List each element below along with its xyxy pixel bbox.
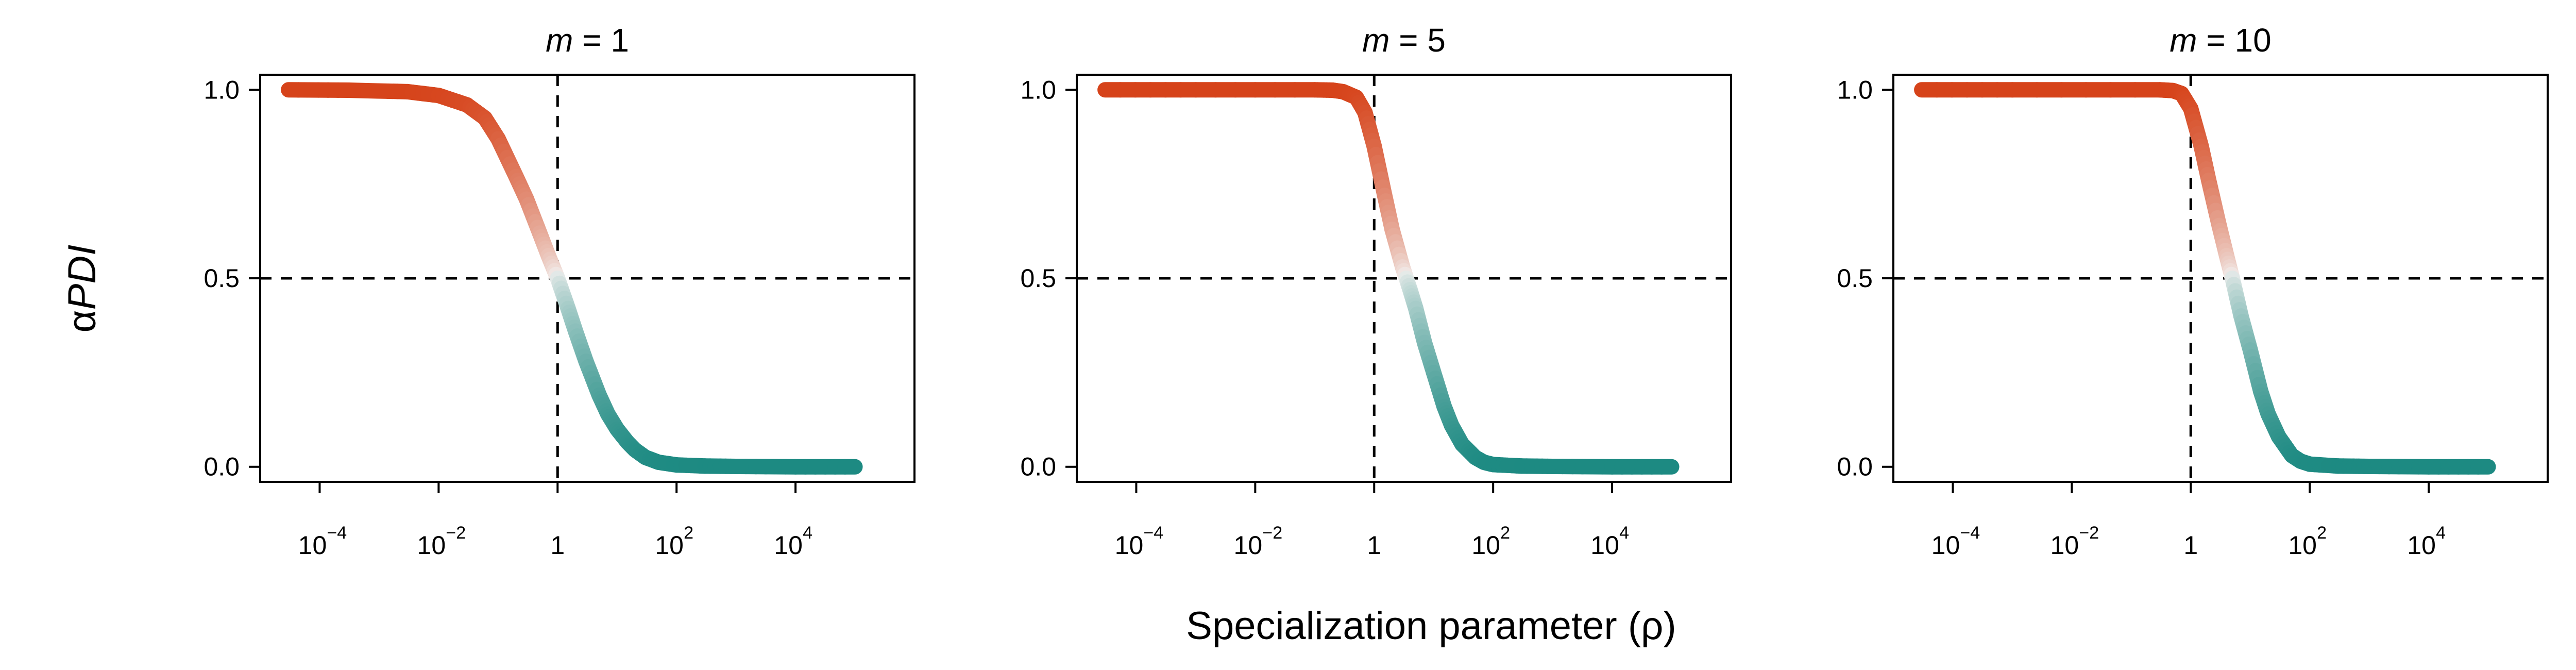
panel-title-value: = 10: [2197, 22, 2272, 59]
y-tick-label: 0.0: [1020, 453, 1056, 481]
x-tick-exponent: 2: [684, 523, 693, 543]
x-tick-exponent: −2: [2079, 523, 2099, 543]
x-tick-label: 10: [2407, 531, 2436, 560]
y-axis-title-main: PDI: [60, 245, 104, 310]
plot-frame: [259, 74, 916, 483]
panel-m1: m = 10.00.51.010 −4 10 −2 1 10 2 10 4: [204, 22, 916, 560]
panel-title-value: = 5: [1389, 22, 1446, 59]
y-tick-label: 1.0: [1020, 75, 1056, 104]
y-axis-title: αPDI: [60, 245, 104, 333]
x-tick-exponent: 2: [1500, 523, 1510, 543]
x-tick-label: 10: [417, 531, 446, 560]
x-tick-exponent: −4: [327, 523, 347, 543]
x-tick-exponent: 4: [1619, 523, 1629, 543]
panel-m5: m = 50.00.51.010 −4 10 −2 1 10 2 10 4: [1020, 22, 1732, 560]
y-tick-label: 0.5: [1837, 264, 1873, 293]
x-tick-label: 10: [1471, 531, 1500, 560]
y-tick-label: 1.0: [1837, 75, 1873, 104]
x-tick-label: 10: [2288, 531, 2317, 560]
y-tick-label: 1.0: [204, 75, 240, 104]
panel-title-value: = 1: [573, 22, 629, 59]
x-tick-label: 10: [1931, 531, 1960, 560]
data-series-curve: [281, 82, 863, 475]
x-tick-label: 1: [550, 531, 565, 560]
plot-frame: [1892, 74, 2549, 483]
x-tick-label: 10: [774, 531, 803, 560]
x-tick-label: 10: [298, 531, 327, 560]
x-tick-label: 1: [1367, 531, 1381, 560]
x-axis-title: Specialization parameter (ρ): [1186, 604, 1676, 648]
x-tick-label: 1: [2183, 531, 2198, 560]
x-tick-exponent: 4: [2436, 523, 2446, 543]
x-tick-label: 10: [2050, 531, 2079, 560]
data-series-curve: [1097, 82, 1680, 475]
y-tick-label: 0.0: [204, 453, 240, 481]
panel-title: m = 1: [546, 22, 629, 59]
x-tick-label: 10: [655, 531, 684, 560]
x-tick-exponent: −4: [1143, 523, 1163, 543]
x-tick-label: 10: [1115, 531, 1144, 560]
x-tick-label: 10: [1234, 531, 1263, 560]
panel-title-variable: m: [1362, 22, 1389, 59]
data-series-curve: [1914, 82, 2496, 475]
panel-m10: m = 100.00.51.010 −4 10 −2 1 10 2 10 4: [1837, 22, 2549, 560]
y-tick-label: 0.5: [1020, 264, 1056, 293]
y-tick-label: 0.5: [204, 264, 240, 293]
panel-title: m = 5: [1362, 22, 1446, 59]
x-tick-exponent: −4: [1960, 523, 1980, 543]
panel-title-variable: m: [2170, 22, 2197, 59]
x-tick-exponent: −2: [446, 523, 466, 543]
y-axis-title-greek: α: [60, 310, 104, 332]
x-tick-exponent: 2: [2317, 523, 2327, 543]
x-tick-exponent: −2: [1262, 523, 1282, 543]
x-tick-label: 10: [1590, 531, 1619, 560]
y-tick-label: 0.0: [1837, 453, 1873, 481]
x-tick-exponent: 4: [803, 523, 812, 543]
panel-title-variable: m: [546, 22, 573, 59]
panel-title: m = 10: [2170, 22, 2271, 59]
